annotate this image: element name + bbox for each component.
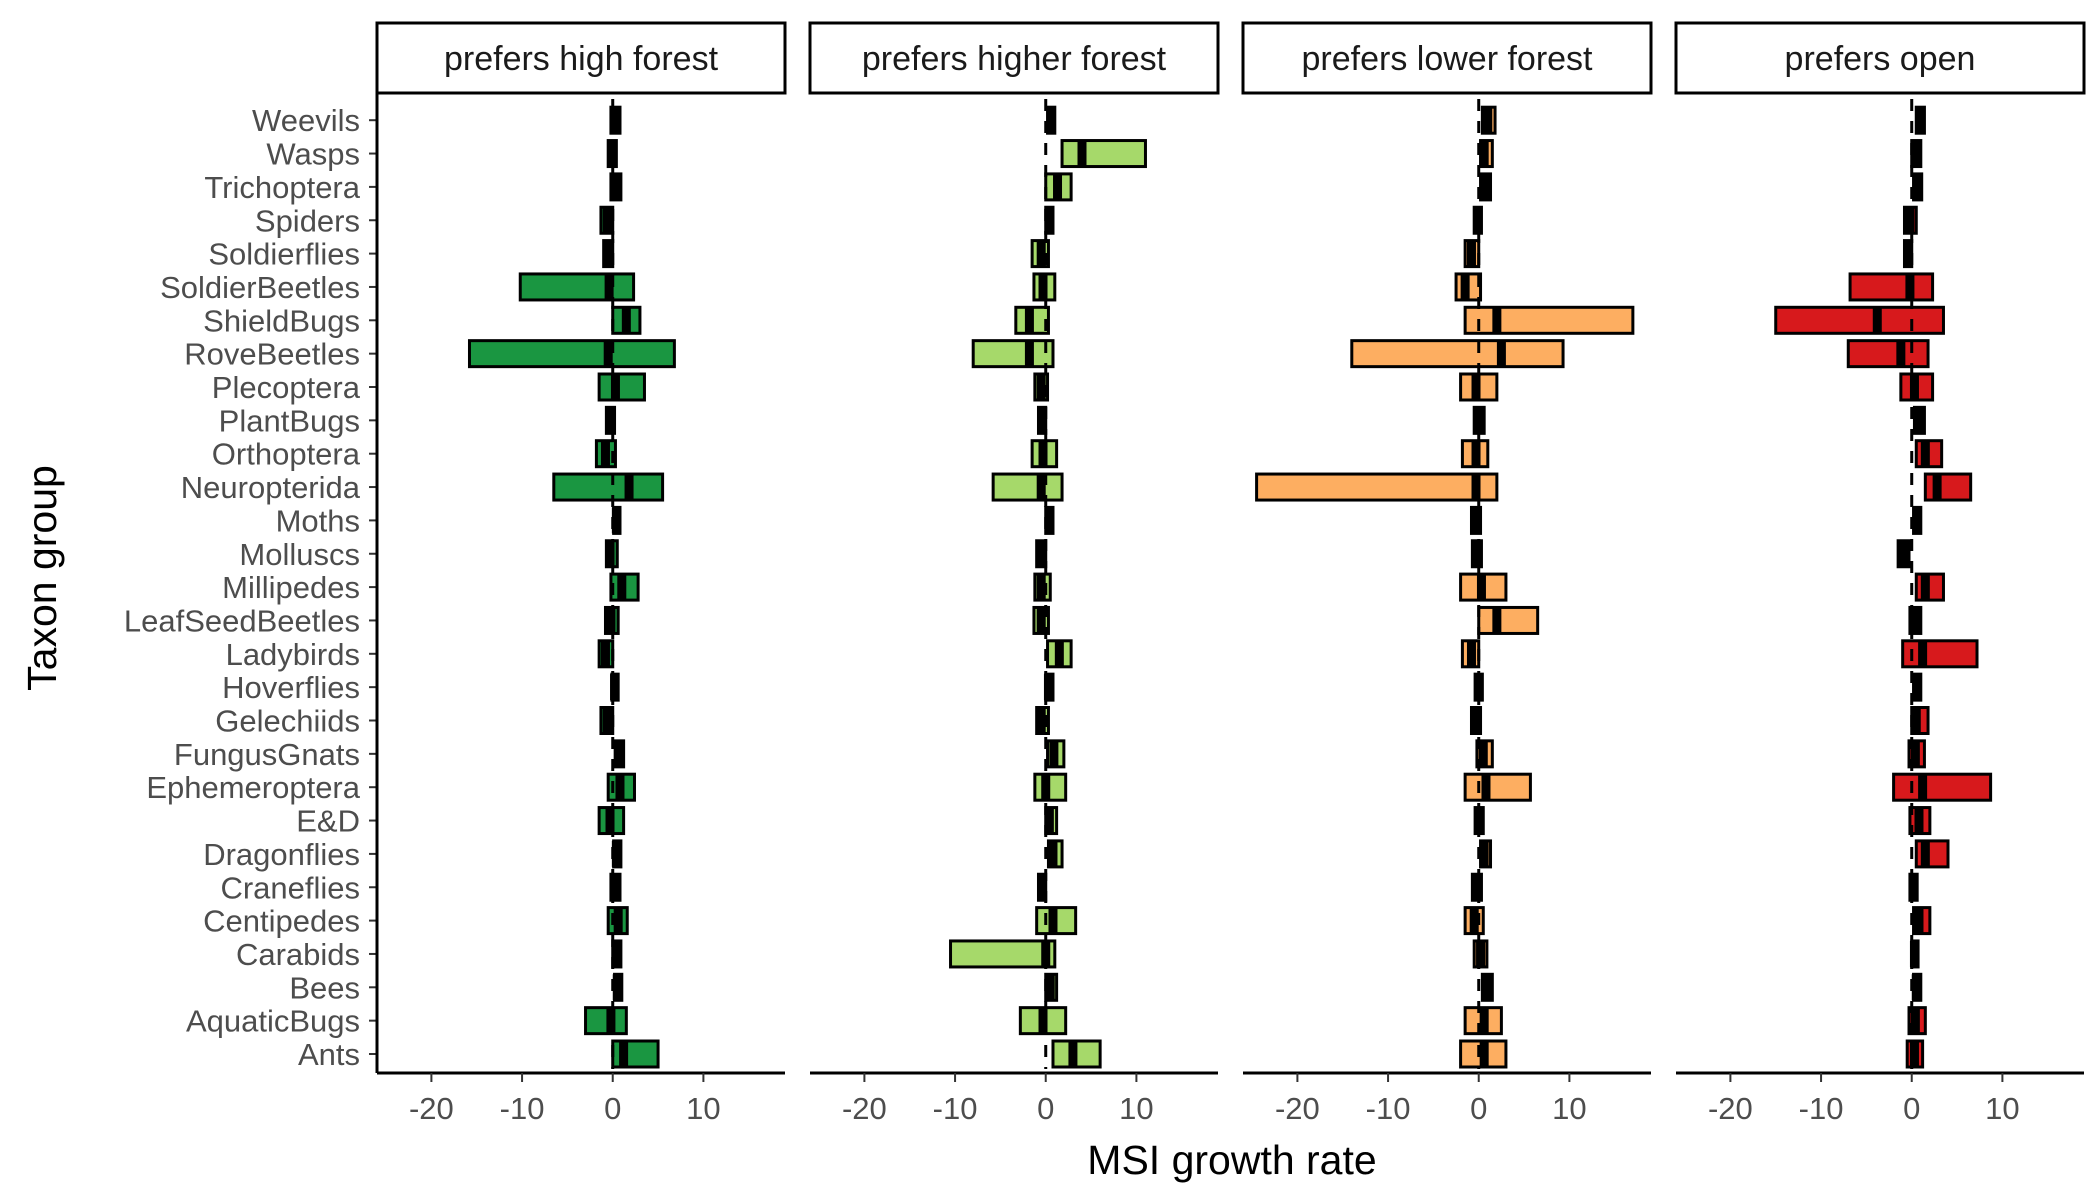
- x-tick-label: 10: [1552, 1091, 1586, 1126]
- y-tick-label: AquaticBugs: [186, 1004, 360, 1039]
- bar: [949, 939, 1057, 969]
- bar: [518, 272, 636, 302]
- x-tick-label: 0: [1903, 1091, 1920, 1126]
- y-tick-label: Ants: [298, 1037, 360, 1072]
- x-tick-label: -10: [500, 1091, 545, 1126]
- y-axis-title: Taxon group: [19, 465, 65, 691]
- bar: [1350, 339, 1565, 369]
- facet-strip-label: prefers high forest: [444, 40, 719, 78]
- y-tick-label: Dragonflies: [203, 837, 360, 872]
- y-tick-label: Soldierflies: [208, 237, 360, 272]
- y-tick-label: LeafSeedBeetles: [124, 603, 360, 638]
- y-tick-label: Bees: [289, 970, 360, 1005]
- x-tick-label: -20: [1708, 1091, 1753, 1126]
- x-tick-label: 10: [1985, 1091, 2019, 1126]
- bar: [1774, 305, 1945, 335]
- x-tick-label: 10: [686, 1091, 720, 1126]
- y-tick-label: Orthoptera: [212, 437, 361, 472]
- bar: [597, 372, 646, 402]
- y-tick-label: E&D: [296, 804, 360, 839]
- y-tick-label: FungusGnats: [174, 737, 360, 772]
- bar: [1848, 272, 1935, 302]
- y-tick-label: Weevils: [252, 103, 360, 138]
- facet-strip-label: prefers higher forest: [862, 40, 1167, 78]
- x-tick-label: -20: [1275, 1091, 1320, 1126]
- facet-strip: [808, 21, 1220, 95]
- facet-strip-label: prefers lower forest: [1302, 40, 1594, 78]
- bar: [1846, 339, 1930, 369]
- bar: [1892, 772, 1993, 802]
- bar: [1477, 605, 1540, 635]
- x-tick-label: 0: [1470, 1091, 1487, 1126]
- bar: [1923, 472, 1973, 502]
- x-tick-label: -10: [1366, 1091, 1411, 1126]
- bar: [552, 472, 665, 502]
- y-tick-label: Gelechiids: [215, 704, 360, 739]
- y-tick-label: Neuropterida: [181, 470, 361, 505]
- bar: [991, 472, 1064, 502]
- bar: [1901, 639, 1979, 669]
- y-tick-label: Carabids: [236, 937, 360, 972]
- y-tick-label: Ephemeroptera: [146, 770, 360, 805]
- bar: [1033, 772, 1068, 802]
- x-tick-label: 0: [604, 1091, 621, 1126]
- bar: [1463, 772, 1532, 802]
- y-tick-label: Wasps: [266, 137, 360, 172]
- y-tick-label: Craneflies: [220, 870, 360, 905]
- facet-strip-label: prefers open: [1785, 40, 1976, 78]
- y-tick-label: Moths: [276, 503, 360, 538]
- x-tick-label: -10: [1799, 1091, 1844, 1126]
- y-tick-label: SoldierBeetles: [160, 270, 360, 305]
- bar: [1255, 472, 1499, 502]
- x-tick-label: 10: [1119, 1091, 1153, 1126]
- y-tick-label: PlantBugs: [219, 403, 360, 438]
- facet-strip: [1241, 21, 1653, 95]
- bar: [467, 339, 676, 369]
- bar: [1914, 572, 1945, 602]
- facet-strip: [1674, 21, 2086, 95]
- y-tick-label: Spiders: [255, 203, 360, 238]
- x-tick-label: -20: [842, 1091, 887, 1126]
- bar: [971, 339, 1055, 369]
- y-tick-label: ShieldBugs: [203, 303, 360, 338]
- x-tick-label: -10: [933, 1091, 978, 1126]
- y-tick-label: Millipedes: [222, 570, 360, 605]
- bar: [1060, 139, 1147, 169]
- y-tick-label: Trichoptera: [204, 170, 360, 205]
- x-axis-title: MSI growth rate: [1087, 1137, 1376, 1183]
- y-tick-label: Plecoptera: [212, 370, 361, 405]
- x-tick-label: -20: [409, 1091, 454, 1126]
- y-tick-label: Ladybirds: [226, 637, 360, 672]
- y-tick-label: RoveBeetles: [184, 337, 360, 372]
- x-tick-label: 0: [1037, 1091, 1054, 1126]
- y-tick-label: Centipedes: [203, 904, 360, 939]
- bar: [1463, 305, 1635, 335]
- facet-strip: [375, 21, 787, 95]
- bar: [584, 1006, 628, 1036]
- y-tick-label: Molluscs: [239, 537, 360, 572]
- y-tick-label: Hoverflies: [222, 670, 360, 705]
